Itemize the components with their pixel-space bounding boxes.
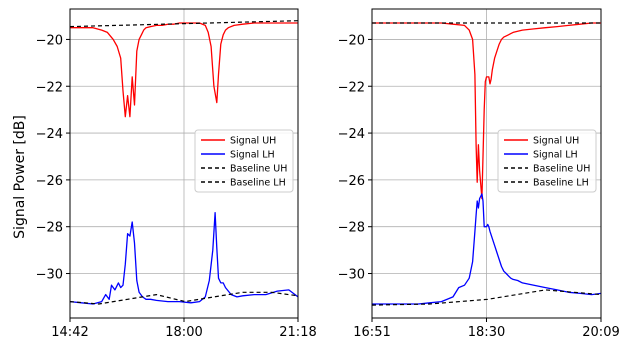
legend-box <box>194 129 294 193</box>
y-tick-label: −22 <box>338 80 365 95</box>
y-tick-label: −30 <box>36 268 63 283</box>
y-tick-label: −30 <box>338 268 365 283</box>
legend-label-signal-uh: Signal UH <box>230 136 276 147</box>
legend-label-signal-lh: Signal LH <box>230 150 275 161</box>
legend: Signal UH Signal LH Baseline UH Baseline LH <box>497 129 597 193</box>
series-line-baseline-lh <box>371 289 602 306</box>
x-tick-label: 20:09 <box>582 325 619 340</box>
y-tick-label: −22 <box>36 80 63 95</box>
legend-label-baseline-lh: Baseline LH <box>533 178 589 189</box>
legend-label-signal-lh: Signal LH <box>533 150 578 161</box>
y-tick-label: −20 <box>36 33 63 48</box>
y-axis-label: Signal Power [dB] <box>12 115 28 239</box>
series-line-baseline-lh <box>69 291 299 305</box>
x-tick-label: 18:00 <box>165 325 202 340</box>
y-tick-label: −24 <box>338 127 365 142</box>
legend-label-baseline-uh: Baseline UH <box>533 164 590 175</box>
legend-box <box>497 129 597 193</box>
legend-label-baseline-uh: Baseline UH <box>230 164 287 175</box>
legend-label-baseline-lh: Baseline LH <box>230 178 286 189</box>
legend-label-signal-uh: Signal UH <box>533 136 579 147</box>
y-tick-label: −26 <box>338 174 365 189</box>
y-tick-label: −20 <box>338 33 365 48</box>
chart-panel-right: −20 −22 −24 −26 −28 −30 16:51 18:30 20:09 Signal … <box>338 8 620 340</box>
series-line-signal-lh <box>372 193 602 305</box>
legend: Signal UH Signal LH Baseline UH Baseline LH <box>194 129 294 193</box>
series-line-signal-uh <box>372 22 601 200</box>
y-tick-label: −26 <box>36 174 63 189</box>
series-line-baseline-uh <box>69 20 299 28</box>
x-tick-label: 18:30 <box>468 325 505 340</box>
x-tick-label: 16:51 <box>353 325 390 340</box>
x-tick-label: 14:42 <box>51 325 88 340</box>
y-tick-label: −28 <box>36 221 63 236</box>
x-tick-label: 21:18 <box>279 325 316 340</box>
y-tick-label: −28 <box>338 221 365 236</box>
chart-panel-left: −20 −22 −24 −26 −28 −30 14:42 18:00 21:18 Signal … <box>36 8 317 340</box>
y-tick-label: −24 <box>36 127 63 142</box>
